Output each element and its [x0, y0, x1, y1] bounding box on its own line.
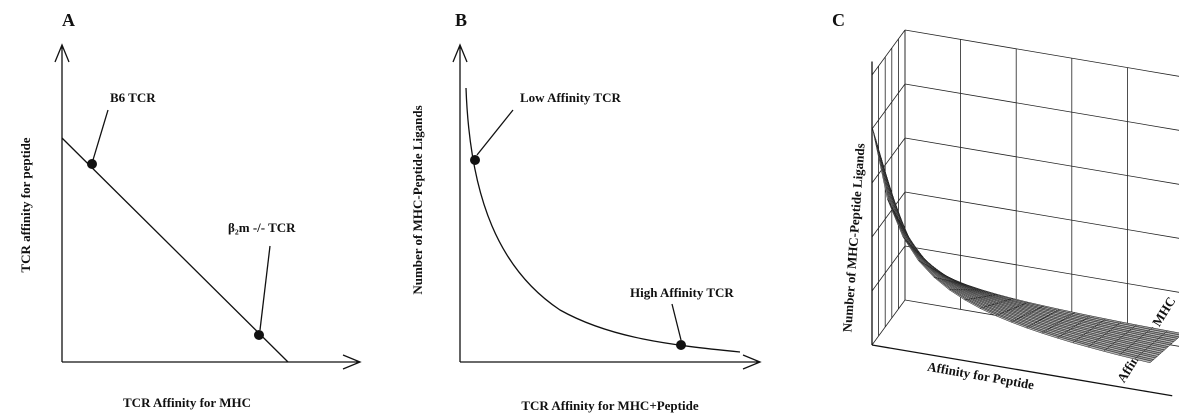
y-axis-label: Number of MHC-Peptide Ligands: [839, 143, 867, 333]
wall-grid: [1149, 391, 1173, 397]
wall-grid: [871, 191, 906, 238]
surface-patch: [902, 236, 921, 262]
x-axis-label: TCR Affinity for MHC: [123, 395, 251, 410]
wall-grid: [904, 83, 1179, 131]
y-axis-label: TCR affinity for peptide: [18, 137, 33, 272]
y-axis-label: Number of MHC-Peptide Ligands: [410, 105, 425, 294]
leader-line: [92, 109, 109, 161]
point: [87, 159, 97, 169]
surface-patch: [871, 126, 890, 203]
relation-line: [61, 137, 289, 363]
wall-grid: [871, 245, 906, 292]
panel-a: A B6 TCR β₂m -/- TCR TCR Affinity for MH…: [18, 10, 362, 410]
wall-grid: [871, 137, 906, 184]
curve: [465, 87, 741, 353]
wall-grid: [871, 344, 1151, 393]
point: [676, 340, 686, 350]
wall-grid: [904, 191, 1179, 239]
annotation: High Affinity TCR: [630, 285, 734, 300]
panel-letter: A: [62, 10, 75, 30]
axes: [54, 43, 362, 370]
x-axis-label: TCR Affinity for MHC+Peptide: [521, 398, 698, 413]
leader-line: [259, 245, 271, 331]
panel-letter: C: [832, 10, 845, 30]
leader-line: [671, 303, 682, 341]
wall-grid: [904, 245, 1179, 293]
surface-patch: [1134, 357, 1153, 364]
wall-grid: [871, 299, 906, 346]
panel-c: C Number of MHC-Peptide Ligands Affinity…: [832, 10, 1179, 397]
wall-grid: [904, 29, 1179, 77]
axes: [452, 43, 762, 370]
panel-b: B Low Affinity TCR High Affinity TCR TCR…: [410, 10, 762, 413]
wall-grid: [871, 83, 906, 130]
leader-line: [476, 109, 514, 156]
point: [254, 330, 264, 340]
wall-grid: [871, 29, 906, 76]
point: [470, 155, 480, 165]
box-walls: [871, 29, 1179, 397]
panel-letter: B: [455, 10, 467, 30]
wall-grid: [904, 137, 1179, 185]
annotation: B6 TCR: [110, 90, 156, 105]
surface: [871, 126, 1179, 364]
annotation: β₂m -/- TCR: [228, 220, 296, 235]
annotation: Low Affinity TCR: [520, 90, 621, 105]
